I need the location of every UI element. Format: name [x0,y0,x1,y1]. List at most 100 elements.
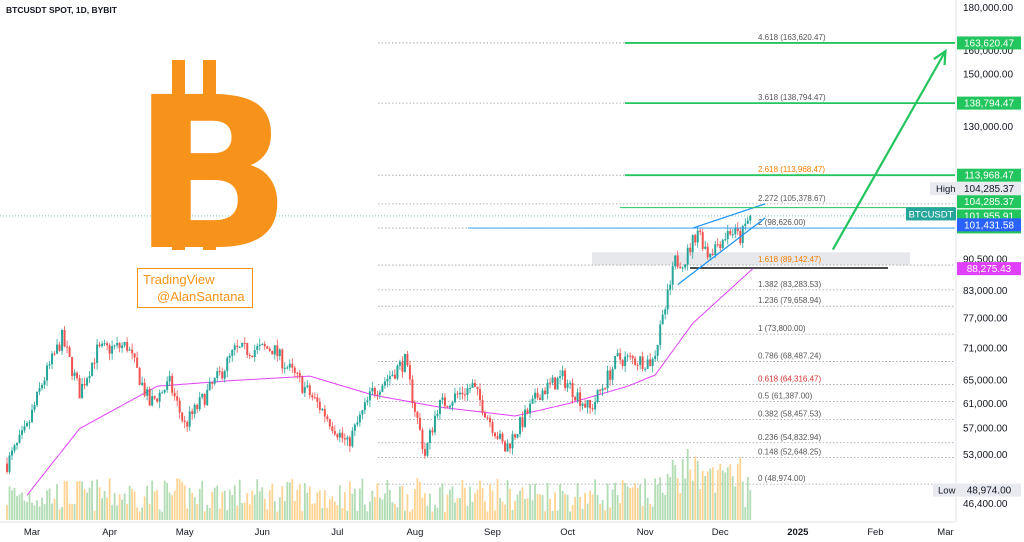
candle-body [426,442,429,456]
candle-body [443,397,446,407]
volume-bar [506,480,509,520]
volume-bar [646,497,649,520]
time-axis[interactable]: Mar Apr May Jun Jul Aug Sep Oct Nov Dec 2025 Feb Mar [0,521,955,538]
volume-bar [549,498,551,520]
volume-bar [246,492,249,520]
volume-bar [23,500,26,520]
symbol-badge [906,207,956,221]
symbol-badge-label: BTCUSDT [909,209,954,220]
price-tick-label: 160,000.00 [963,46,1013,57]
volume-bar [399,486,401,520]
candle-body [529,403,532,414]
time-tick-label: Mar [937,527,953,538]
volume-bar [591,494,594,520]
volume-bar [286,482,289,520]
volume-bar [724,472,727,520]
high-tag-value: 104,285.37 [964,184,1014,195]
candle-body [338,432,341,438]
candle-body [358,414,361,423]
candle-body [599,389,602,391]
candle-body [676,255,679,267]
candle-body [46,365,49,381]
volume-bar [8,486,11,520]
volume-bar [526,498,529,520]
fibonacci-levels[interactable]: 4.618 (163,620.47) 3.618 (138,794.47) 2.61… [0,33,955,485]
candlesticks[interactable] [6,214,752,475]
volume-bar [258,491,261,520]
candle-body [261,344,264,346]
price-tick-label: 83,000.00 [963,286,1008,297]
candle-body [403,353,406,372]
volume-bar [529,484,531,520]
candle-body [83,383,86,386]
volume-bar [441,483,444,520]
volume-bar [276,511,279,520]
volume-bar [409,511,411,520]
candle-body [691,235,694,253]
volume-bar [451,486,454,520]
price-tick-label: 53,000.00 [963,450,1008,461]
candle-body [559,376,562,379]
volume-bar [511,509,514,520]
candle-body [36,391,39,405]
price-tick-label: 57,000.00 [963,424,1008,435]
candle-body [596,389,599,402]
volume-bar [434,504,436,520]
candle-body [266,346,269,349]
volume-bar [596,494,599,520]
candle-body [298,373,301,377]
candle-body [21,430,24,435]
volume-bar [574,496,576,520]
volume-bar [474,493,476,520]
candle-body [196,404,199,410]
fib-level-label: 0.5 (61,387.00) [758,391,813,400]
drawings[interactable] [468,48,955,286]
candle-body [346,437,349,440]
candle-body [243,342,246,344]
candle-body [539,397,542,401]
volume-bar [353,488,356,520]
volume-bar [63,480,66,520]
volume-bar [306,492,309,520]
candle-body [326,416,329,420]
volume-bar [6,504,8,520]
candle-body [118,342,121,348]
volume-bar [256,479,259,520]
candle-body [126,342,129,351]
volume-bar [168,492,171,520]
candle-body [699,230,702,233]
candle-body [416,411,419,418]
candle-body [463,394,466,396]
volume-bar [356,511,359,520]
candle-body [551,377,554,383]
volume-bar [554,492,556,520]
volume-bar [709,468,712,520]
candle-body [116,342,119,346]
volume-bar [641,505,644,520]
candle-body [253,349,256,358]
volume-bar [674,465,677,520]
price-badge [957,96,1021,110]
candle-body [611,368,614,380]
candle-body [26,423,29,427]
volume-bar [251,490,254,520]
candle-body [541,390,544,401]
candle-body [131,349,134,354]
volume-bar [691,480,694,520]
volume-bar [183,485,186,520]
candle-body [709,253,712,258]
candle-body [33,404,36,410]
volume-bar [96,479,98,520]
candle-body [8,455,11,472]
candle-body [501,433,504,442]
candle-body [133,353,136,358]
candle-body [268,348,271,351]
chart-title: BTCUSDT SPOT, 1D, BYBIT [6,5,117,15]
candle-body [151,396,154,406]
candle-body [171,375,174,393]
volume-bar [419,481,421,520]
volume-bar [666,473,669,520]
volume-bar [599,503,602,520]
